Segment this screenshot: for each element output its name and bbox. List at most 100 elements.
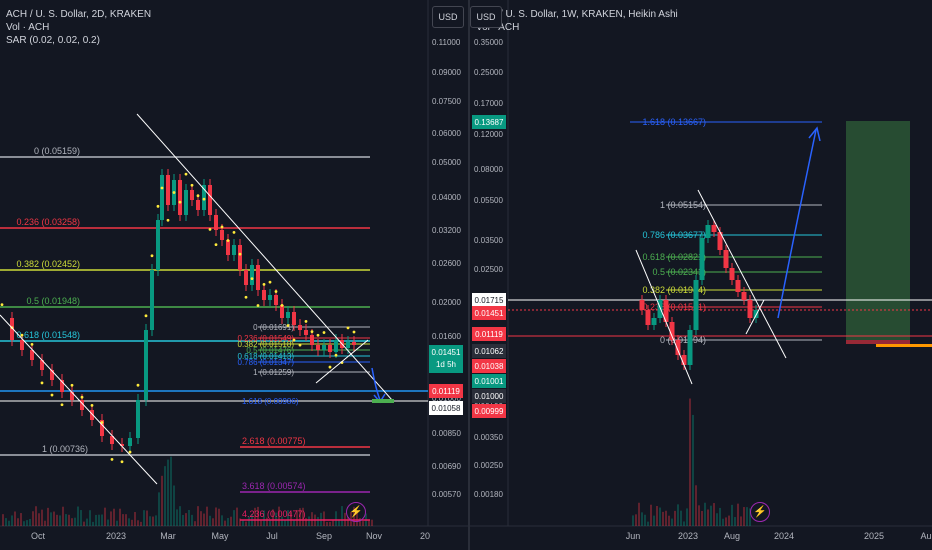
right-fib-label: 0.786 (0.03677) [642,230,706,240]
left-date-tick: 2023 [106,531,126,541]
left-sar-dot [150,254,154,258]
left-volume-bar [89,510,91,526]
right-volume-bar [680,510,682,526]
right-legend-symbol[interactable]: ACH / U. S. Dollar, 1W, KRAKEN, Heikin A… [476,9,678,20]
left-candle [256,265,260,290]
left-volume-bar [266,517,268,526]
right-volume-bar [725,517,727,526]
left-volume-bar [191,514,193,526]
left-volume-bar [134,512,136,526]
left-price-badge-text: 0.01058 [432,404,461,413]
left-date-tick: Nov [366,531,383,541]
left-sar-dot [208,227,212,231]
left-price-tick: 0.11000 [432,38,461,47]
left-volume-bar [332,520,334,526]
left-volume-bar [254,507,256,526]
left-volume-bar [197,506,199,526]
left-volume-bar [128,518,130,526]
right-candle [753,310,759,318]
left-price-badge-text: 0.01119 [432,387,460,396]
left-chart-canvas[interactable]: 0.11000 0.09000 0.07500 0.06000 0.05000 0.040… [0,0,468,550]
left-volume-bar [323,511,325,526]
left-volume-bar [35,506,37,526]
left-sar-dot [144,314,148,318]
left-candle [70,392,74,400]
left-volume-bar [29,518,31,526]
right-volume-bar [734,517,736,526]
left-volume-bar [263,510,265,526]
right-volume-bar [632,515,634,526]
right-price-tick: 0.08000 [474,165,503,174]
left-volume-bar [98,514,100,526]
left-chart-pane[interactable]: 0.11000 0.09000 0.07500 0.06000 0.05000 0.040… [0,0,468,550]
left-candle [30,350,34,360]
right-price-badge-text: 0.13687 [475,118,504,127]
right-volume-bar [737,503,739,526]
left-volume-bar [329,521,331,526]
left-volume-bar [296,509,298,526]
left-volume-bar [299,508,301,526]
left-volume-bar [179,506,181,526]
left-target-marker [372,399,394,403]
left-price-tick: 0.09000 [432,68,461,77]
left-sar-dot [238,252,242,256]
right-volume-bar [659,507,661,526]
left-volume-bar [59,515,61,526]
right-date-tick: Jun [626,531,641,541]
left-candle [120,444,124,446]
left-currency-button[interactable]: USD [432,6,464,28]
left-volume-bar [188,509,190,526]
left-price-badge-countdown: 1d 5h [436,360,456,369]
left-candle [166,175,170,205]
right-volume-bar [701,510,703,526]
left-sar-dot [160,186,164,190]
left-volume-bar [359,518,361,526]
right-price-tick: 0.03500 [474,236,503,245]
right-candle [693,280,699,330]
left-sar-dot [128,450,132,454]
right-legend-volume[interactable]: Vol · ACH [476,22,520,33]
left-candle [190,190,194,200]
pane-divider[interactable] [468,0,470,550]
left-volume-bar [41,509,43,526]
left-date-tick: 20 [420,531,430,541]
left-candle [60,380,64,392]
right-volume-bar [683,521,685,526]
left-price-tick: 0.00570 [432,490,461,499]
left-legend-symbol[interactable]: ACH / U. S. Dollar, 2D, KRAKEN [6,9,152,20]
left-legend-volume[interactable]: Vol · ACH [6,22,50,33]
left-volume-bar [302,507,304,526]
left-volume-bar [278,506,280,526]
right-price-tick: 0.17000 [474,99,503,108]
left-legend-sar[interactable]: SAR (0.02, 0.02, 0.2) [6,35,100,46]
left-volume-bar [8,520,10,526]
left-sar-dot [220,225,224,229]
left-candle [202,185,206,210]
left-candle [328,345,332,352]
left-volume-bar [131,519,133,526]
left-sar-dot [268,280,272,284]
right-chart-canvas[interactable]: 0.35000 0.25000 0.17000 0.12000 0.08000 0.055… [470,0,932,550]
left-candle [110,436,114,444]
left-sar-dot [80,395,84,399]
right-volume-bar [665,510,667,526]
left-price-badge-text: 0.01451 [432,348,461,357]
left-sar-dot [60,403,64,407]
left-sar-dot [250,277,254,281]
right-lightning-icon[interactable]: ⚡ [750,502,770,522]
left-volume-bar [239,518,241,526]
right-price-badge [472,389,506,403]
right-chart-pane[interactable]: 0.35000 0.25000 0.17000 0.12000 0.08000 0.055… [470,0,932,550]
left-candle [178,180,182,215]
left-volume-bar [116,520,118,526]
left-lightning-icon[interactable]: ⚡ [346,502,366,522]
right-price-tick: 0.00350 [474,433,503,442]
right-fib-label: 0 (0.01094) [660,335,706,345]
left-sar-dot [328,365,332,369]
right-trendline-early [635,249,693,385]
right-date-tick: Au [920,531,931,541]
right-candle [717,232,723,250]
left-price-tick: 0.07500 [432,97,461,106]
right-currency-button[interactable]: USD [470,6,502,28]
left-candle [226,240,230,255]
